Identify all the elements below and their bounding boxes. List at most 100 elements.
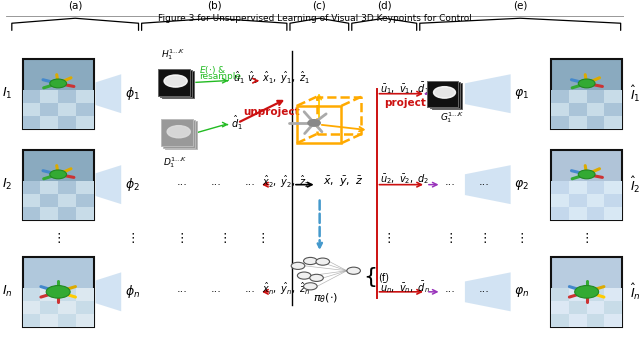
Bar xyxy=(604,288,622,301)
Bar xyxy=(58,301,76,314)
Circle shape xyxy=(579,170,595,179)
Text: ⋮: ⋮ xyxy=(383,232,395,245)
Circle shape xyxy=(303,283,317,290)
Text: ···: ··· xyxy=(244,180,255,190)
Bar xyxy=(160,70,192,97)
Text: $\varphi_n$: $\varphi_n$ xyxy=(514,285,529,299)
Text: ···: ··· xyxy=(211,287,221,297)
Bar xyxy=(551,103,569,116)
Bar xyxy=(76,288,93,301)
Bar xyxy=(587,288,604,301)
Bar xyxy=(22,207,40,220)
Text: $\hat{I}_2$: $\hat{I}_2$ xyxy=(630,174,640,195)
Bar xyxy=(76,301,93,314)
Circle shape xyxy=(291,262,305,269)
Bar xyxy=(569,288,587,301)
Bar xyxy=(587,90,604,103)
Text: ⋮: ⋮ xyxy=(580,232,593,245)
Bar xyxy=(551,257,622,327)
Text: ⋮: ⋮ xyxy=(126,232,139,245)
Bar xyxy=(40,103,58,116)
Text: $\phi_n$: $\phi_n$ xyxy=(125,283,140,300)
Polygon shape xyxy=(95,165,121,204)
Text: $\hat{x}_1,\ \hat{y}_1,\ \hat{z}_1$: $\hat{x}_1,\ \hat{y}_1,\ \hat{z}_1$ xyxy=(262,69,310,86)
Bar xyxy=(569,181,587,194)
Bar xyxy=(569,314,587,327)
Text: $\hat{x}_n,\ \hat{y}_n,\ \hat{z}_n$: $\hat{x}_n,\ \hat{y}_n,\ \hat{z}_n$ xyxy=(262,281,311,297)
Text: $E(\cdot)$: $E(\cdot)$ xyxy=(164,131,180,144)
Text: $\hat{d}_1$: $\hat{d}_1$ xyxy=(231,114,243,132)
Circle shape xyxy=(308,120,320,126)
Bar xyxy=(161,119,193,146)
Polygon shape xyxy=(95,74,121,113)
Text: $\varphi_1$: $\varphi_1$ xyxy=(515,87,529,101)
Text: $\bar{u}_1,\ \bar{v}_1,\ \bar{d}_1$: $\bar{u}_1,\ \bar{v}_1,\ \bar{d}_1$ xyxy=(380,80,429,96)
Circle shape xyxy=(579,79,595,88)
Text: ⋮: ⋮ xyxy=(444,232,457,245)
Bar xyxy=(40,116,58,129)
Bar xyxy=(22,103,40,116)
Text: $I_2$: $I_2$ xyxy=(3,177,13,192)
Bar xyxy=(428,80,458,107)
Bar xyxy=(76,116,93,129)
Bar xyxy=(22,90,40,103)
Text: project: project xyxy=(384,98,426,108)
Bar xyxy=(22,181,40,194)
Circle shape xyxy=(303,258,317,265)
Bar xyxy=(569,103,587,116)
Bar xyxy=(40,90,58,103)
Text: (e): (e) xyxy=(513,0,527,10)
Bar xyxy=(40,194,58,207)
Bar xyxy=(587,314,604,327)
Bar xyxy=(587,181,604,194)
Text: $\hat{I}_1$: $\hat{I}_1$ xyxy=(630,83,640,104)
Polygon shape xyxy=(95,272,121,311)
Bar xyxy=(58,116,76,129)
Text: $\phi_1$: $\phi_1$ xyxy=(125,85,140,102)
Bar xyxy=(551,314,569,327)
Bar xyxy=(58,103,76,116)
Bar xyxy=(163,120,195,148)
Circle shape xyxy=(46,286,70,298)
Text: {: { xyxy=(363,267,377,287)
Bar xyxy=(604,103,622,116)
Text: $D_1^{1\ldots K}$: $D_1^{1\ldots K}$ xyxy=(163,154,187,170)
Text: ···: ··· xyxy=(445,180,456,190)
Text: ⋮: ⋮ xyxy=(479,232,491,245)
Bar xyxy=(604,90,622,103)
Text: ···: ··· xyxy=(479,180,490,190)
Text: (f): (f) xyxy=(378,272,389,282)
Bar xyxy=(551,181,569,194)
Bar xyxy=(40,314,58,327)
Bar xyxy=(604,181,622,194)
Text: ···: ··· xyxy=(445,287,456,297)
Bar xyxy=(58,194,76,207)
Bar xyxy=(58,314,76,327)
Circle shape xyxy=(575,286,598,298)
Circle shape xyxy=(50,79,67,88)
Bar xyxy=(162,71,194,98)
Text: (c): (c) xyxy=(312,0,326,10)
Bar xyxy=(40,301,58,314)
Text: ⋮: ⋮ xyxy=(515,232,528,245)
Bar xyxy=(551,90,569,103)
Text: ⋮: ⋮ xyxy=(256,232,268,245)
Bar xyxy=(22,301,40,314)
Bar xyxy=(76,103,93,116)
Bar xyxy=(430,82,460,108)
Bar xyxy=(40,207,58,220)
Text: $\varphi_2$: $\varphi_2$ xyxy=(515,178,529,192)
Text: $\hat{x}_2,\ \hat{y}_2,\ \hat{z}_2$: $\hat{x}_2,\ \hat{y}_2,\ \hat{z}_2$ xyxy=(262,173,310,190)
Bar xyxy=(587,301,604,314)
Bar xyxy=(58,207,76,220)
Bar xyxy=(58,90,76,103)
Text: ···: ··· xyxy=(177,180,188,190)
Circle shape xyxy=(164,75,187,87)
Circle shape xyxy=(167,126,190,138)
Bar xyxy=(569,90,587,103)
Bar xyxy=(76,90,93,103)
Bar xyxy=(604,207,622,220)
Bar xyxy=(58,181,76,194)
Bar xyxy=(569,207,587,220)
Bar xyxy=(22,257,93,327)
